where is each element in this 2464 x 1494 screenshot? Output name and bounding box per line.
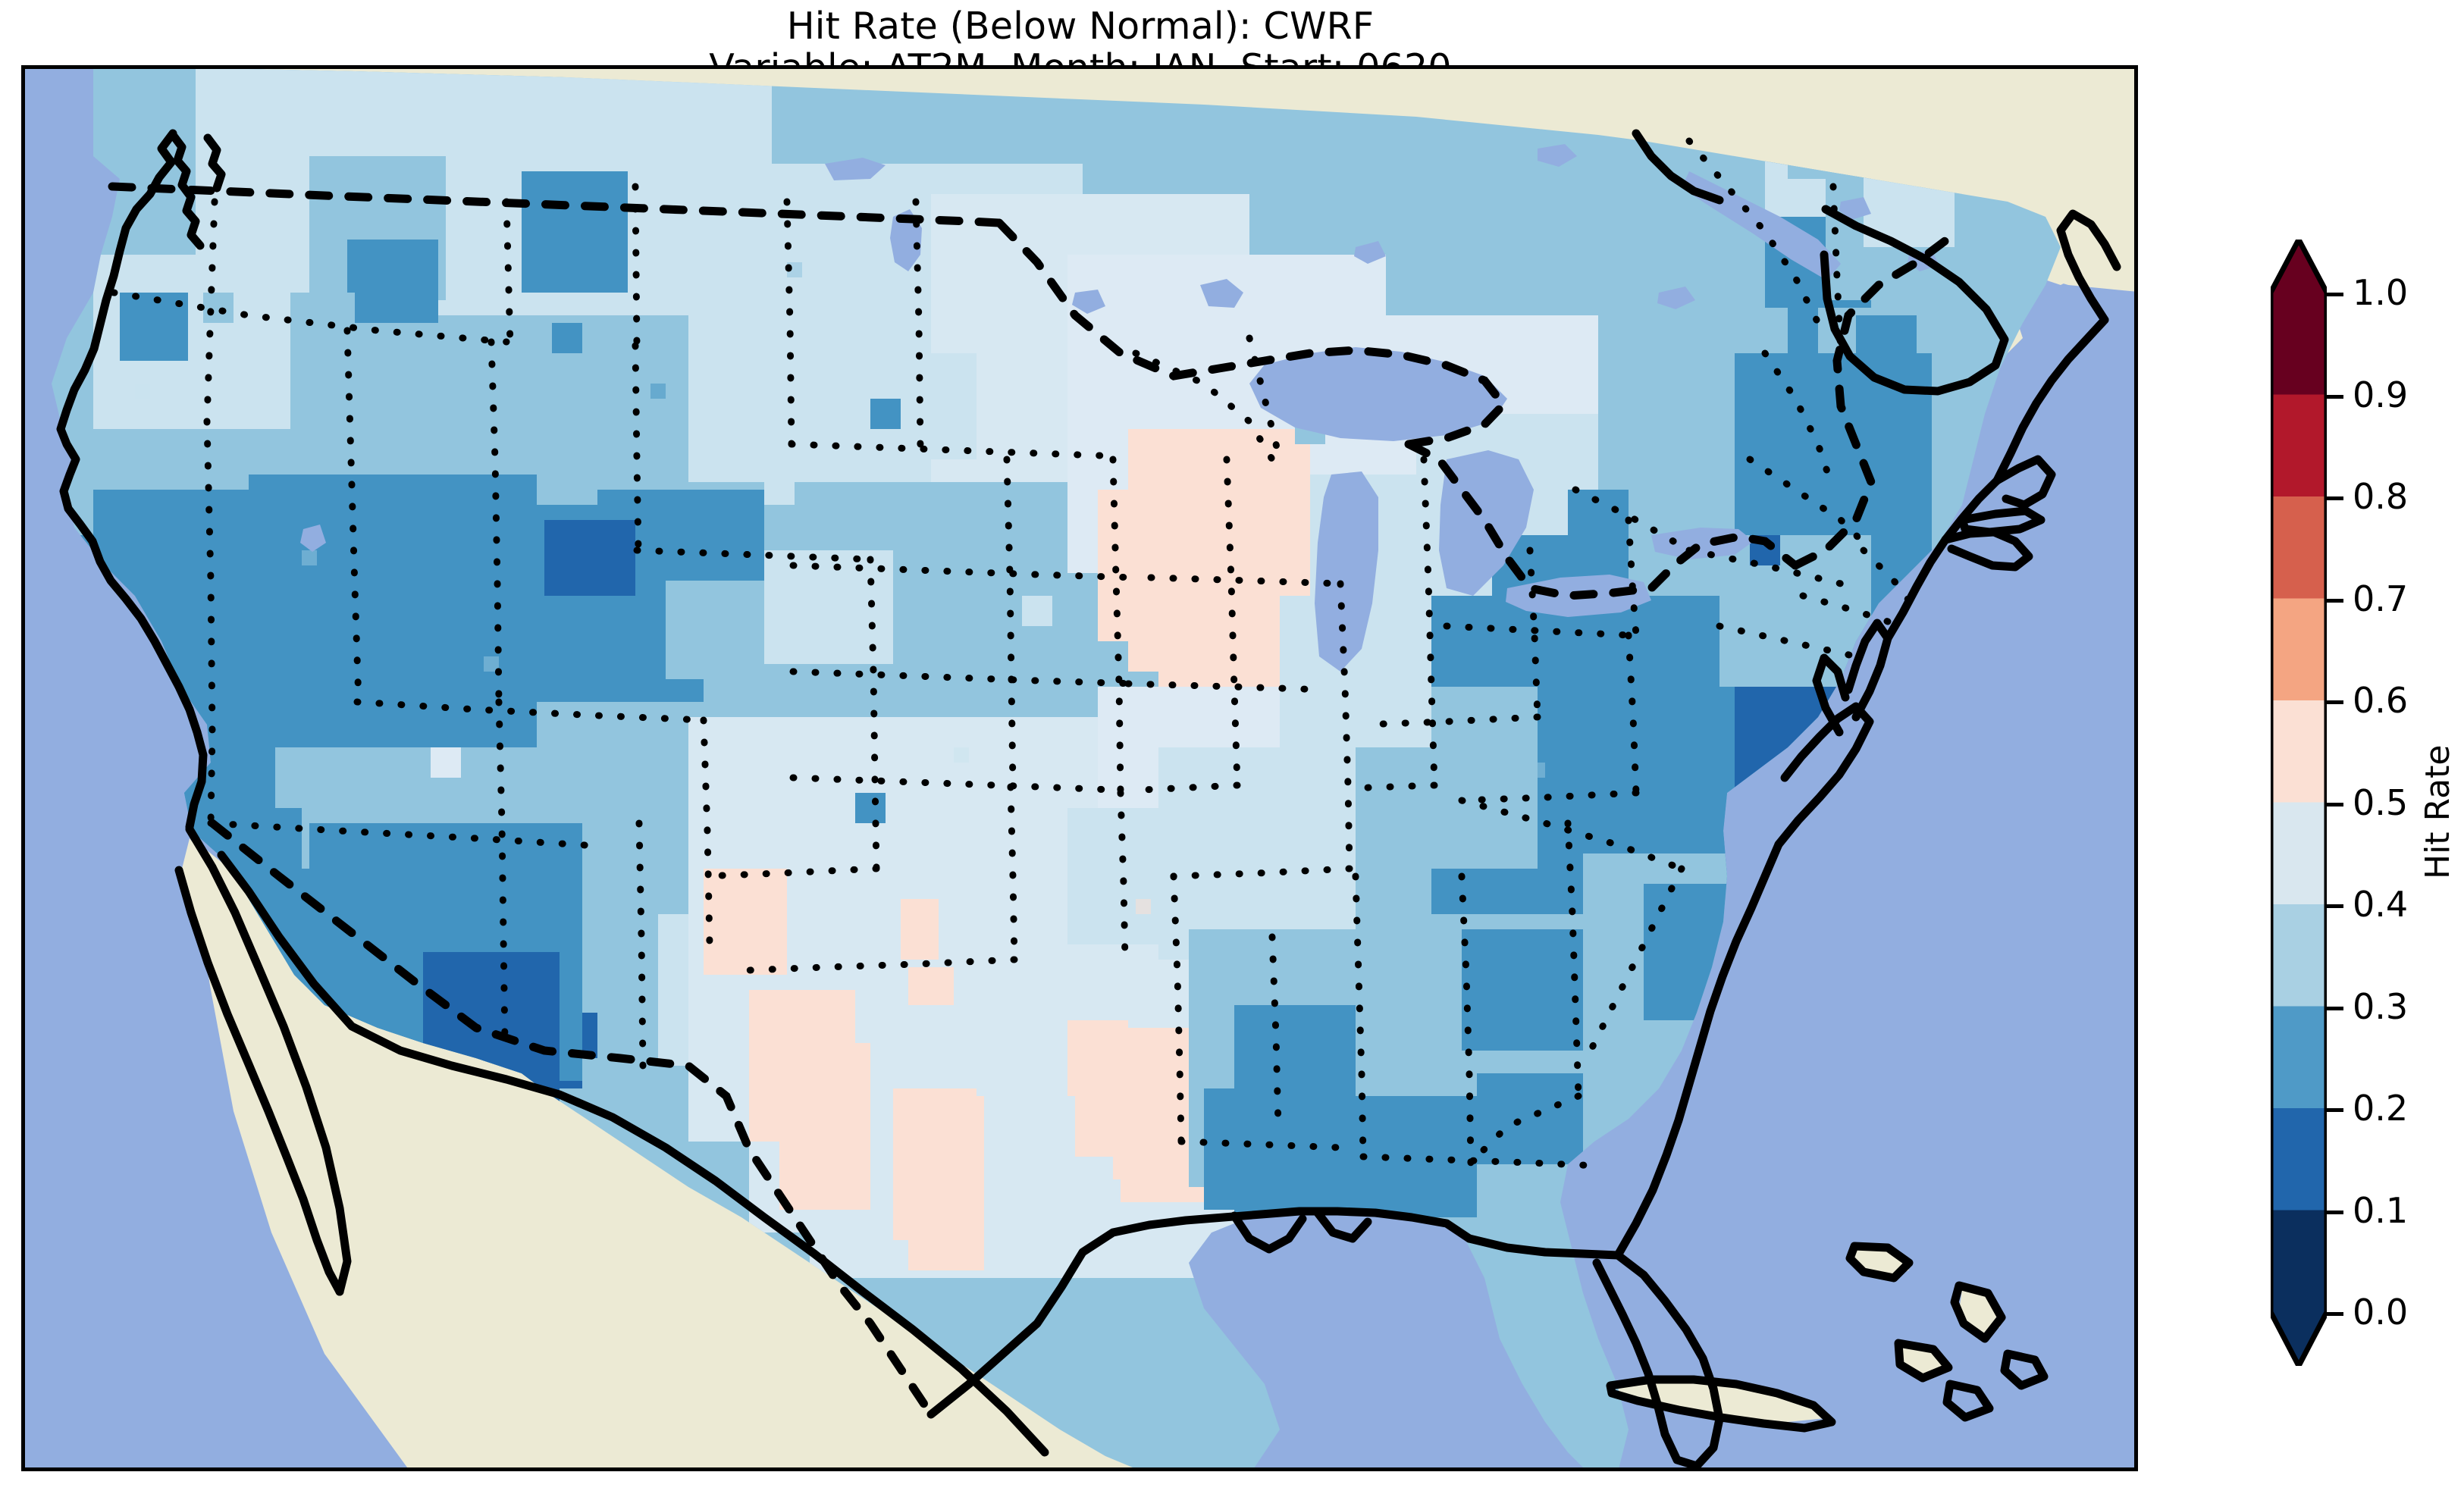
colorbar-label-0.9: 0.9: [2353, 374, 2409, 415]
colorbar-label-0.4: 0.4: [2353, 884, 2409, 925]
colorbar-tick-0.2: [2327, 1108, 2343, 1112]
colorbar-label-0.0: 0.0: [2353, 1292, 2409, 1333]
colorbar-tick-1.0: [2327, 293, 2343, 296]
colorbar-tick-0.4: [2327, 904, 2343, 908]
colorbar-tick-0.5: [2327, 802, 2343, 807]
colorbar-label-0.3: 0.3: [2353, 985, 2409, 1027]
colorbar-label-1.0: 1.0: [2353, 272, 2409, 313]
colorbar-axis-label: Hit Rate: [2419, 744, 2457, 879]
colorbar-label-0.8: 0.8: [2353, 476, 2409, 517]
colorbar-label-0.6: 0.6: [2353, 680, 2409, 721]
colorbar[interactable]: 1.0 0.9 0.8 0.7 0.6 0.5 0.4 0.3 0.2 0.1 …: [2271, 240, 2408, 1366]
map-canvas: [25, 69, 2134, 1467]
colorbar-tick-0.6: [2327, 700, 2343, 704]
colorbar-outline: [2271, 240, 2327, 1366]
colorbar-tick-0.3: [2327, 1006, 2343, 1010]
colorbar-tick-0.9: [2327, 394, 2343, 399]
state-borders-layer: [110, 137, 1920, 1170]
colorbar-label-0.1: 0.1: [2353, 1189, 2409, 1231]
colorbar-label-0.2: 0.2: [2353, 1088, 2409, 1129]
colorbar-tick-0.0: [2327, 1312, 2343, 1316]
colorbar-tick-0.7: [2327, 598, 2343, 603]
colorbar-label-0.7: 0.7: [2353, 578, 2409, 619]
national-borders-layer: [108, 182, 1951, 1419]
coastline-layer: [56, 129, 2121, 1467]
colorbar-label-0.5: 0.5: [2353, 781, 2409, 823]
map-axes[interactable]: [21, 65, 2138, 1471]
colorbar-tick-0.8: [2327, 496, 2343, 500]
colorbar-tick-0.1: [2327, 1210, 2343, 1214]
